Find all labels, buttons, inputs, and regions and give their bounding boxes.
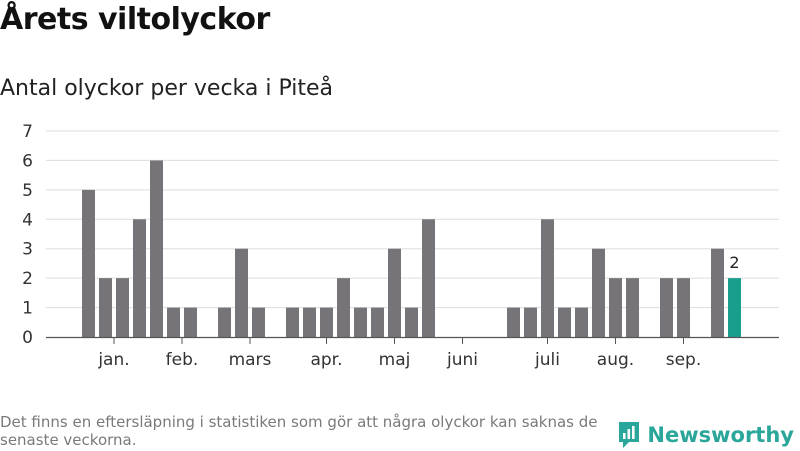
bar <box>507 307 520 337</box>
bar <box>422 219 435 337</box>
bar-chart: 0 1 2 3 4 5 6 7 2 jan. feb. mars apr. maj juni juli aug.… <box>22 122 779 370</box>
newsworthy-logo-icon <box>619 422 640 448</box>
y-tick-label: 0 <box>22 328 33 348</box>
bar <box>184 307 197 337</box>
bar <box>218 307 231 337</box>
bar <box>609 278 622 337</box>
bar <box>575 307 588 337</box>
bar <box>167 307 180 337</box>
bar <box>711 248 724 337</box>
bar <box>116 278 129 337</box>
bar <box>524 307 537 337</box>
bar <box>133 219 146 337</box>
x-tick-label: juni <box>446 350 478 370</box>
bar <box>286 307 299 337</box>
y-tick-label: 4 <box>22 210 33 230</box>
bar <box>320 307 333 337</box>
bar <box>388 248 401 337</box>
y-tick-label: 2 <box>22 269 33 289</box>
y-tick-label: 3 <box>22 240 33 260</box>
x-tick-label: maj <box>379 350 411 370</box>
bar <box>252 307 265 337</box>
y-tick-label: 6 <box>22 151 33 171</box>
bar <box>303 307 316 337</box>
x-tick-label: apr. <box>310 350 342 370</box>
x-tick-label: mars <box>229 350 272 370</box>
data-label: 2 <box>729 253 739 272</box>
bar <box>660 278 673 337</box>
bar <box>558 307 571 337</box>
bar <box>150 160 163 337</box>
x-tick-label: aug. <box>597 350 634 370</box>
bar <box>235 248 248 337</box>
x-tick-label: juli <box>534 350 560 370</box>
bar <box>405 307 418 337</box>
bar <box>371 307 384 337</box>
bar <box>541 219 554 337</box>
chart-subtitle: Antal olyckor per vecka i Piteå <box>0 76 334 101</box>
chart-title: Årets viltolyckor <box>0 2 270 37</box>
brand-name: Newsworthy <box>647 423 794 447</box>
footnote: Det finns en eftersläpning i statistiken… <box>0 413 598 449</box>
bar <box>677 278 690 337</box>
bar <box>626 278 639 337</box>
x-tick-label: jan. <box>97 350 129 370</box>
x-tick-label: sep. <box>666 350 702 370</box>
highlight-bar <box>728 278 741 337</box>
bar <box>82 189 95 337</box>
y-tick-label: 1 <box>22 299 33 319</box>
bar <box>99 278 112 337</box>
x-tick-label: feb. <box>166 350 199 370</box>
bar <box>337 278 350 337</box>
bar <box>592 248 605 337</box>
y-tick-label: 5 <box>22 181 33 201</box>
y-tick-label: 7 <box>22 122 33 142</box>
brand-logo: Newsworthy <box>617 419 794 451</box>
bar <box>354 307 367 337</box>
